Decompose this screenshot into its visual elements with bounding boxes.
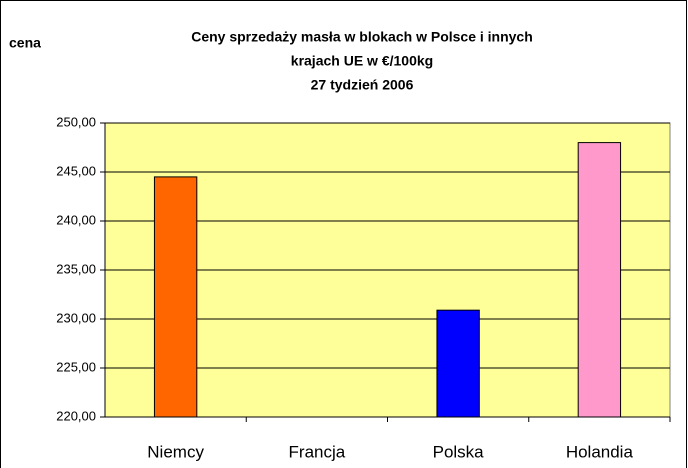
chart-title: 27 tydzień 2006 (311, 77, 414, 93)
y-tick-label: 250,00 (56, 114, 96, 129)
y-tick-label: 235,00 (56, 261, 96, 276)
chart-title: krajach UE w €/100kg (291, 53, 433, 69)
x-tick-label: Polska (433, 442, 485, 461)
y-tick-label: 230,00 (56, 310, 96, 325)
y-tick-label: 240,00 (56, 212, 96, 227)
x-tick-label: Francja (289, 442, 346, 461)
bar (436, 309, 480, 418)
y-tick-label: 225,00 (56, 359, 96, 374)
y-tick-label: 220,00 (56, 408, 96, 423)
y-axis-label: cena (9, 35, 41, 51)
chart-title: Ceny sprzedaży masła w blokach w Polsce … (191, 29, 533, 45)
x-tick-label: Holandia (566, 442, 634, 461)
bar (153, 176, 198, 418)
y-tick-label: 245,00 (56, 163, 96, 178)
bar (577, 142, 622, 418)
x-tick-label: Niemcy (147, 442, 204, 461)
